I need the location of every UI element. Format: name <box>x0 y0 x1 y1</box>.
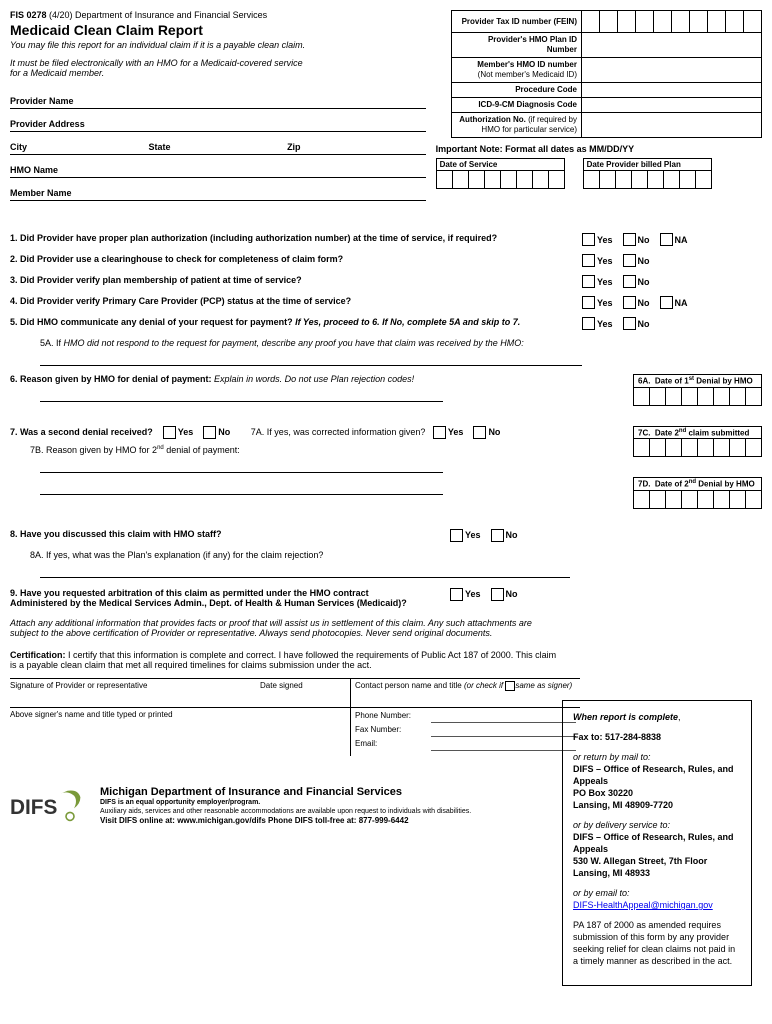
date-signed-field[interactable]: Date signed <box>260 679 350 707</box>
questions-section: 1. Did Provider have proper plan authori… <box>10 233 762 366</box>
svg-text:DIFS: DIFS <box>10 796 58 819</box>
q7-yes-checkbox[interactable] <box>163 426 176 439</box>
date-7c-table: 7C. Date 2nd claim submitted <box>633 426 762 458</box>
hmo-name-field[interactable]: HMO Name <box>10 157 426 178</box>
q1-na-checkbox[interactable] <box>660 233 673 246</box>
q2-yes-checkbox[interactable] <box>582 254 595 267</box>
email-input[interactable] <box>431 739 576 751</box>
q8a-text: 8A. If yes, what was the Plan's explanat… <box>30 550 570 560</box>
q9-no-checkbox[interactable] <box>491 588 504 601</box>
date-6a-table: 6A. Date of 1st Denial by HMO <box>633 374 762 406</box>
q5a-text: 5A. If 5A. If HMO did not respond to the… <box>40 338 762 348</box>
q1-yes-checkbox[interactable] <box>582 233 595 246</box>
q7a-no-checkbox[interactable] <box>473 426 486 439</box>
zip-field[interactable]: Zip <box>287 142 426 152</box>
q9-yes-checkbox[interactable] <box>450 588 463 601</box>
q5-no-checkbox[interactable] <box>623 317 636 330</box>
q3-text: 3. Did Provider verify plan membership o… <box>10 275 582 285</box>
q1-text: 1. Did Provider have proper plan authori… <box>10 233 582 243</box>
q7b-input-line-1[interactable] <box>40 459 443 473</box>
q7a-yes-checkbox[interactable] <box>433 426 446 439</box>
q3-yes-checkbox[interactable] <box>582 275 595 288</box>
email-link[interactable]: DIFS-HealthAppeal@michigan.gov <box>573 900 713 910</box>
submission-info-box: When report is complete, Fax to: 517-284… <box>562 700 752 986</box>
q9-text: 9. Have you requested arbitration of thi… <box>10 588 450 608</box>
date-of-service-table: Date of Service <box>436 158 565 189</box>
q7-no-checkbox[interactable] <box>203 426 216 439</box>
provider-address-field[interactable]: Provider Address <box>10 111 426 132</box>
subtitle: You may file this report for an individu… <box>10 40 426 50</box>
attachment-note: Attach any additional information that p… <box>10 618 560 638</box>
member-name-field[interactable]: Member Name <box>10 180 426 201</box>
hmo-plan-id-input[interactable] <box>582 33 762 58</box>
q8-text: 8. Have you discussed this claim with HM… <box>10 529 450 539</box>
q2-no-checkbox[interactable] <box>623 254 636 267</box>
q5-yes-checkbox[interactable] <box>582 317 595 330</box>
difs-logo: DIFS <box>10 786 90 826</box>
q1-no-checkbox[interactable] <box>623 233 636 246</box>
city-field[interactable]: City <box>10 142 149 152</box>
date-billed-table: Date Provider billed Plan <box>583 158 712 189</box>
filing-note: It must be filed electronically with an … <box>10 58 310 78</box>
certification: Certification: I certify that this infor… <box>10 650 560 670</box>
q3-no-checkbox[interactable] <box>623 275 636 288</box>
q4-no-checkbox[interactable] <box>623 296 636 309</box>
date-7d-table: 7D. Date of 2nd Denial by HMO <box>633 477 762 509</box>
provider-name-field[interactable]: Provider Name <box>10 88 426 109</box>
q8a-input-line[interactable] <box>40 564 570 578</box>
fax-input[interactable] <box>431 725 576 737</box>
q8-no-checkbox[interactable] <box>491 529 504 542</box>
signature-section: Signature of Provider or representative … <box>10 678 580 756</box>
q7-text: 7. Was a second denial received? YesNo 7… <box>10 426 623 439</box>
q5a-input-line[interactable] <box>40 352 582 366</box>
date-format-note: Important Note: Format all dates as MM/D… <box>436 144 762 154</box>
q4-yes-checkbox[interactable] <box>582 296 595 309</box>
state-field[interactable]: State <box>149 142 288 152</box>
id-table: Provider Tax ID number (FEIN) Provider's… <box>451 10 762 138</box>
contact-person-field[interactable]: Contact person name and title (or check … <box>350 679 580 707</box>
q8-yes-checkbox[interactable] <box>450 529 463 542</box>
q6-input-line[interactable] <box>40 388 443 402</box>
diagnosis-code-input[interactable] <box>582 98 762 113</box>
page-title: Medicaid Clean Claim Report <box>10 22 426 38</box>
q4-na-checkbox[interactable] <box>660 296 673 309</box>
typed-name-field[interactable]: Above signer's name and title typed or p… <box>10 708 350 756</box>
q2-text: 2. Did Provider use a clearinghouse to c… <box>10 254 582 264</box>
signature-field[interactable]: Signature of Provider or representative <box>10 679 260 707</box>
auth-no-input[interactable] <box>582 113 762 138</box>
q6-text: 6. Reason given by HMO for denial of pay… <box>10 374 623 384</box>
q7b-text: 7B. Reason given by HMO for 2nd denial o… <box>30 445 623 455</box>
member-hmo-id-input[interactable] <box>582 58 762 83</box>
same-as-signer-checkbox[interactable] <box>505 681 515 691</box>
procedure-code-input[interactable] <box>582 83 762 98</box>
q4-text: 4. Did Provider verify Primary Care Prov… <box>10 296 582 306</box>
phone-input[interactable] <box>431 711 576 723</box>
q7b-input-line-2[interactable] <box>40 481 443 495</box>
form-id: FIS 0278 (4/20) Department of Insurance … <box>10 10 426 20</box>
q5-text: 5. Did HMO communicate any denial of you… <box>10 317 582 327</box>
